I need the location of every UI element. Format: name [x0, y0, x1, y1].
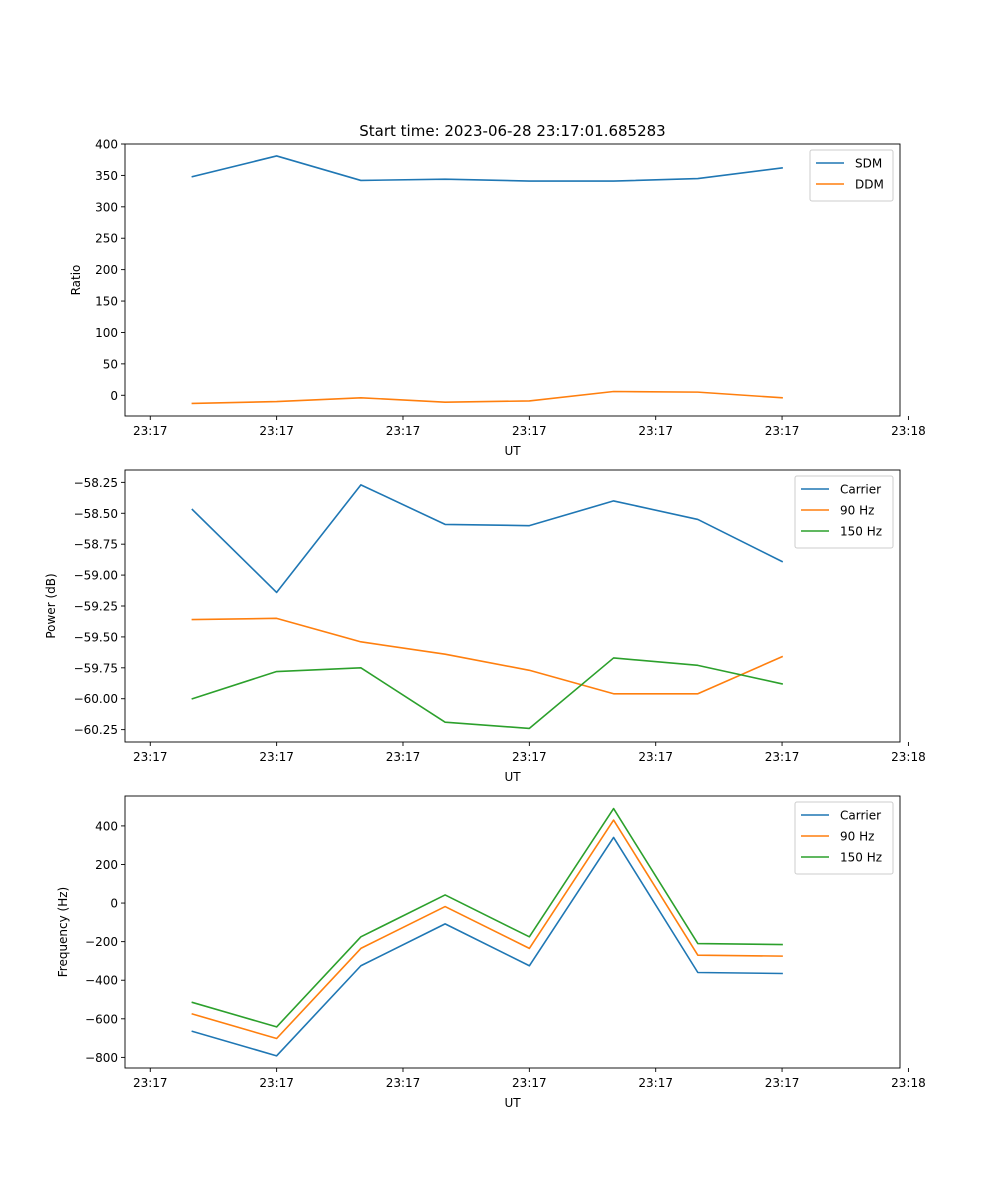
frequency-legend: Carrier 90 Hz 150 Hz [794, 801, 894, 875]
power-x-tick-label: 23:17 [638, 750, 673, 764]
power-x-tick-label: 23:17 [512, 750, 547, 764]
frequency-x-tick-label: 23:17 [765, 1076, 800, 1090]
power-x-tick-label: 23:18 [891, 750, 926, 764]
frequency-y-tick-label: −600 [85, 1012, 118, 1026]
power-legend-label: 90 Hz [840, 504, 874, 518]
power-x-tick-label: 23:17 [765, 750, 800, 764]
ratio-x-tick-label: 23:17 [765, 424, 800, 438]
power-y-tick-label: −58.50 [74, 507, 118, 521]
ratio-x-axis-label: UT [504, 444, 521, 458]
ratio-y-tick-label: 100 [95, 326, 118, 340]
ratio-panel: 23:17 23:17 23:17 23:17 23:17 23:17 23:18 0 50 10… [69, 138, 926, 459]
frequency-x-tick-label: 23:17 [638, 1076, 673, 1090]
frequency-series-carrier-line [191, 836, 783, 1057]
power-panel: 23:17 23:17 23:17 23:17 23:17 23:17 23:18 −58.2… [44, 469, 926, 784]
frequency-y-axis-label: Frequency (Hz) [56, 887, 70, 978]
frequency-x-tick-label: 23:18 [891, 1076, 926, 1090]
chart-title: Start time: 2023-06-28 23:17:01.685283 [359, 122, 665, 140]
ratio-x-tick-label: 23:17 [386, 424, 421, 438]
frequency-panel: 23:17 23:17 23:17 23:17 23:17 23:17 23:18 −800 −… [56, 795, 926, 1110]
frequency-x-axis-label: UT [504, 1096, 521, 1110]
frequency-x-tick-label: 23:17 [259, 1076, 294, 1090]
ratio-y-tick-label: 0 [110, 389, 118, 403]
frequency-y-tick-label: −400 [85, 974, 118, 988]
ratio-axes-frame [124, 143, 901, 417]
ratio-y-tick-label: 350 [95, 169, 118, 183]
frequency-legend-label: Carrier [840, 809, 881, 823]
ratio-x-tick-label: 23:17 [512, 424, 547, 438]
power-y-tick-label: −58.25 [74, 476, 118, 490]
frequency-series-150-hz-line [191, 807, 783, 1028]
ratio-legend-label: DDM [855, 178, 884, 192]
ratio-x-tick-label: 23:17 [638, 424, 673, 438]
power-series-90-hz-line [191, 617, 784, 695]
ratio-y-tick-label: 200 [95, 263, 118, 277]
ratio-y-tick-label: 400 [95, 138, 118, 152]
ratio-y-tick-label: 250 [95, 232, 118, 246]
frequency-x-tick-label: 23:17 [512, 1076, 547, 1090]
ratio-y-tick-label: 50 [103, 357, 118, 371]
ratio-series-sdm-line [191, 155, 783, 182]
power-series-carrier-line [191, 484, 784, 594]
frequency-y-tick-label: 0 [110, 897, 118, 911]
power-x-tick-label: 23:17 [386, 750, 421, 764]
ratio-x-tick-label: 23:18 [891, 424, 926, 438]
frequency-legend-label: 90 Hz [840, 830, 874, 844]
power-y-tick-label: −59.75 [74, 661, 118, 675]
ratio-x-tick-label: 23:17 [259, 424, 294, 438]
power-x-tick-label: 23:17 [133, 750, 168, 764]
ratio-series-ddm-line [191, 390, 783, 405]
frequency-x-tick-label: 23:17 [386, 1076, 421, 1090]
ratio-y-axis-label: Ratio [69, 265, 83, 296]
frequency-legend-box [794, 801, 894, 875]
power-y-tick-label: −58.75 [74, 538, 118, 552]
frequency-y-tick-label: 400 [95, 819, 118, 833]
ratio-legend-label: SDM [855, 157, 882, 171]
power-x-axis-label: UT [504, 770, 521, 784]
power-y-tick-label: −59.25 [74, 600, 118, 614]
power-y-tick-label: −59.50 [74, 630, 118, 644]
power-legend-box [794, 475, 894, 549]
power-x-tick-label: 23:17 [259, 750, 294, 764]
ratio-legend: SDM DDM [809, 149, 894, 202]
power-y-tick-label: −60.00 [74, 692, 118, 706]
ratio-y-tick-label: 300 [95, 200, 118, 214]
ratio-x-tick-label: 23:17 [133, 424, 168, 438]
frequency-y-tick-label: 200 [95, 858, 118, 872]
power-legend: Carrier 90 Hz 150 Hz [794, 475, 894, 549]
ratio-y-tick-label: 150 [95, 295, 118, 309]
power-legend-label: Carrier [840, 483, 881, 497]
frequency-x-tick-label: 23:17 [133, 1076, 168, 1090]
power-y-tick-label: −60.25 [74, 723, 118, 737]
frequency-series-90-hz-line [191, 819, 783, 1040]
power-y-tick-label: −59.00 [74, 569, 118, 583]
power-y-axis-label: Power (dB) [44, 573, 58, 638]
frequency-legend-label: 150 Hz [840, 851, 882, 865]
frequency-y-tick-label: −200 [85, 935, 118, 949]
power-series-150-hz-line [191, 657, 784, 730]
frequency-axes-frame [124, 795, 901, 1069]
power-legend-label: 150 Hz [840, 525, 882, 539]
frequency-y-tick-label: −800 [85, 1051, 118, 1065]
